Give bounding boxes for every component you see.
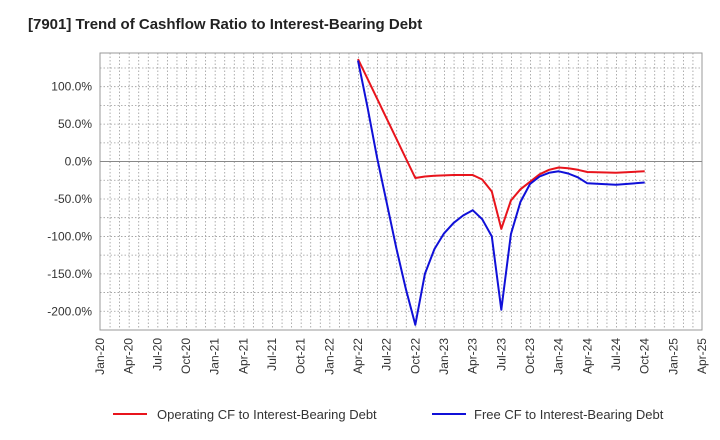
- x-tick-label: Jul-23: [494, 338, 508, 371]
- y-tick-label: -50.0%: [54, 192, 92, 206]
- x-tick-label: Oct-20: [179, 338, 193, 374]
- x-tick-label: Apr-21: [236, 338, 250, 374]
- x-tick-label: Oct-24: [638, 338, 652, 374]
- x-tick-label: Jul-21: [265, 338, 279, 371]
- x-tick-label: Apr-25: [695, 338, 709, 374]
- series-line-operating-cf: [357, 58, 645, 230]
- legend-label: Operating CF to Interest-Bearing Debt: [157, 407, 377, 422]
- chart-title: [7901] Trend of Cashflow Ratio to Intere…: [28, 16, 423, 33]
- y-tick-label: -100.0%: [47, 229, 92, 243]
- legend: Operating CF to Interest-Bearing Debt Fre…: [113, 407, 664, 422]
- series-line-free-cf: [357, 60, 645, 326]
- x-tick-label: Apr-20: [122, 338, 136, 374]
- y-tick-label: 50.0%: [58, 117, 92, 131]
- x-tick-label: Oct-23: [523, 338, 537, 374]
- x-tick-label: Apr-22: [351, 338, 365, 374]
- x-tick-label: Oct-21: [294, 338, 308, 374]
- x-tick-label: Jul-24: [609, 338, 623, 371]
- x-tick-label: Jul-20: [150, 338, 164, 371]
- y-tick-label: -150.0%: [47, 267, 92, 281]
- x-tick-label: Oct-22: [408, 338, 422, 374]
- x-tick-label: Apr-23: [466, 338, 480, 374]
- x-tick-label: Jan-21: [208, 338, 222, 375]
- y-tick-label: 100.0%: [51, 80, 92, 94]
- grid-layer: [99, 52, 703, 331]
- x-tick-label: Apr-24: [580, 338, 594, 374]
- x-tick-label: Jan-20: [93, 338, 107, 375]
- plot-frame: [99, 52, 703, 331]
- x-tick-label: Jul-22: [380, 338, 394, 371]
- legend-label: Free CF to Interest-Bearing Debt: [474, 407, 664, 422]
- axis-layer: 100.0% 50.0% 0.0% -50.0% -100.0% -150.0% -200.…: [47, 80, 709, 375]
- x-tick-label: Jan-23: [437, 338, 451, 375]
- series-layer: [357, 58, 645, 326]
- x-tick-label: Jan-25: [666, 338, 680, 375]
- y-tick-label: -200.0%: [47, 304, 92, 318]
- x-tick-label: Jan-24: [552, 338, 566, 375]
- x-tick-label: Jan-22: [322, 338, 336, 375]
- y-tick-label: 0.0%: [65, 155, 93, 169]
